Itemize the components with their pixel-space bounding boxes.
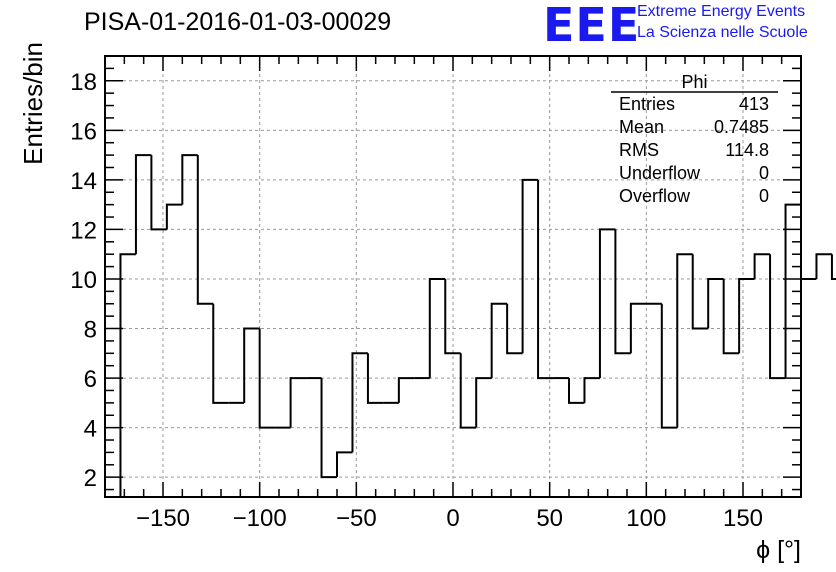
histogram-bin [475,377,492,428]
x-axis-label: ϕ [°] [756,536,801,564]
histogram-bin [444,278,461,355]
histogram-bin [753,253,771,279]
histogram-bin [165,203,183,230]
stats-box: Phi Entries 413 Mean 0.7485 RMS 114.8 Underflow… [611,72,778,206]
histogram-bin [815,253,832,279]
stats-label: Overflow [619,186,691,206]
eee-logo: EEE [543,0,641,52]
histogram-bin [212,303,229,404]
x-tick-label: 50 [536,505,563,532]
y-tick-label: 6 [84,366,97,393]
histogram-bin [568,378,585,404]
y-axis-label: Entries/bin [18,42,48,165]
x-tick-label: 150 [723,505,763,532]
grid [105,56,801,497]
stats-value: 114.8 [725,140,769,160]
histogram-bin [351,352,368,453]
histogram-bin [196,155,214,305]
histogram-bin [583,377,600,403]
histogram-series [119,154,836,497]
histogram-bin [769,254,786,380]
y-tick-label: 12 [70,217,97,244]
y-tick-label: 18 [70,69,97,96]
histogram-bin [289,377,307,428]
axes: −150 −100 −50 0 50 100 150 2 4 6 8 10 12 14 16 18 ϕ [°] E… [18,42,802,564]
y-tick-label: 14 [70,168,97,195]
histogram-bin [258,328,276,429]
x-tick-label: −150 [136,505,190,532]
y-tick-label: 10 [70,267,97,294]
stats-value: 0.7485 [714,117,769,137]
histogram-bin [521,178,539,354]
x-tick-label: 100 [626,505,666,532]
eee-logo-line1: Extreme Energy Events [637,3,806,20]
stats-value: 0 [759,163,769,183]
x-tick-label: −100 [233,505,287,532]
histogram-bin [707,277,724,329]
stats-title: Phi [681,72,707,92]
stats-label: Underflow [619,163,701,183]
histogram-bin [150,155,167,231]
histogram-bin [629,302,647,354]
y-tick-label: 2 [84,465,97,492]
histogram-bin [336,451,353,478]
x-tick-label: −50 [336,505,377,532]
histogram-bin [830,254,836,280]
y-tick-label: 16 [70,118,97,145]
y-tick-label: 8 [84,317,97,344]
plot-title: PISA-01-2016-01-03-00029 [84,8,392,36]
eee-logo-line2: La Scienza nelle Scuole [637,24,808,41]
histogram-bin [397,377,415,403]
histogram-bin [800,204,817,280]
histogram-bin [738,277,755,354]
stats-label: RMS [619,140,659,160]
y-tick-label: 4 [84,416,97,443]
stats-label: Entries [619,94,675,114]
histogram-bin [537,179,554,380]
histogram-bin [506,303,523,355]
histogram-bin [660,303,678,429]
histogram-bin [490,302,508,379]
histogram-bin [134,154,152,255]
histogram-bin [676,253,693,428]
stats-value: 0 [759,186,769,206]
histogram-bin [119,253,136,497]
x-tick-label: 0 [446,505,459,532]
histogram-bin [598,228,616,379]
stats-value: 413 [739,94,769,114]
histogram-bin [428,277,446,379]
histogram-bin [459,353,477,429]
histogram-bin [366,353,384,404]
histogram-bin [614,229,631,355]
histogram-bin [181,154,198,205]
histogram-bin [691,254,709,330]
stats-label: Mean [619,117,664,137]
histogram-bin [320,378,337,479]
histogram-bin [722,278,740,355]
histogram-bin [243,327,260,403]
